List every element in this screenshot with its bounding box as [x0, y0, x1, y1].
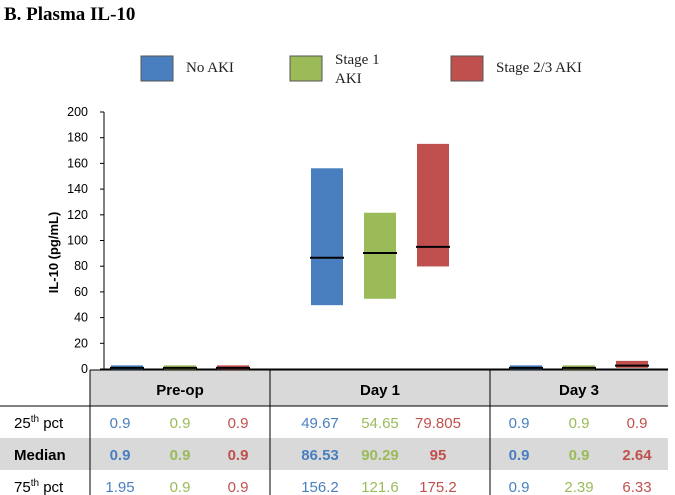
table-cell: 2.64: [622, 447, 652, 464]
group-header: Day 1: [360, 382, 400, 399]
legend-label: Stage 2/3 AKI: [496, 60, 582, 76]
table-cell: 0.9: [627, 415, 648, 432]
table-cell: 1.95: [105, 479, 134, 495]
table-cell: 79.805: [415, 415, 461, 432]
table-cell: 0.9: [569, 415, 590, 432]
iqr-bar: [364, 212, 396, 299]
table-cell: 0.9: [228, 479, 249, 495]
table-cell: 0.9: [170, 415, 191, 432]
data-table: Pre-op Day 1 Day 3 25th pct 0.9 0.9 0.9 49.67 54…: [0, 369, 668, 495]
table-cell: 86.53: [301, 447, 339, 464]
table-cell: 0.9: [509, 415, 530, 432]
table-cell: 0.9: [569, 447, 590, 464]
table-cell: 2.39: [564, 479, 593, 495]
y-tick-label: 180: [67, 131, 88, 145]
iqr-bar: [311, 168, 343, 306]
table-cell: 54.65: [361, 415, 399, 432]
y-tick-label: 140: [67, 182, 88, 196]
y-tick-label: 40: [74, 311, 88, 325]
table-cell: 175.2: [419, 479, 457, 495]
table-cell: 95: [430, 447, 447, 464]
y-tick-label: 160: [67, 156, 88, 170]
table-cell: 0.9: [170, 447, 191, 464]
figure-title: B. Plasma IL-10: [4, 4, 135, 25]
legend-swatch: [450, 55, 484, 82]
legend-swatch: [140, 55, 174, 82]
table-cell: 0.9: [228, 447, 249, 464]
iqr-bar: [417, 143, 449, 267]
table-cell: 0.9: [110, 447, 131, 464]
table-cell: 121.6: [361, 479, 399, 495]
y-axis: 0 20 40 60 80 100 120 140 160 180 200 IL-10 (pg/mL): [46, 105, 668, 376]
y-tick-label: 20: [74, 336, 88, 350]
median-row-bg: [0, 438, 668, 470]
table-cell: 0.9: [509, 479, 530, 495]
y-tick-label: 100: [67, 234, 88, 248]
table-cell: 0.9: [509, 447, 530, 464]
table-header-bg: [90, 370, 668, 406]
table-cell: 90.29: [361, 447, 399, 464]
legend-label: No AKI: [186, 60, 234, 76]
y-tick-label: 60: [74, 285, 88, 299]
iqr-bar: [616, 360, 648, 368]
table-cell: 156.2: [301, 479, 339, 495]
row-label: 75th pct: [14, 478, 64, 495]
group-header: Pre-op: [156, 382, 204, 399]
legend-label: Stage 1: [335, 52, 380, 68]
y-tick-label: 80: [74, 259, 88, 273]
table-cell: 49.67: [301, 415, 339, 432]
row-label: 25th pct: [14, 414, 64, 432]
y-tick-label: 0: [81, 362, 88, 376]
table-cell: 6.33: [622, 479, 651, 495]
table-cell: 0.9: [228, 415, 249, 432]
table-cell: 0.9: [170, 479, 191, 495]
y-tick-label: 120: [67, 208, 88, 222]
y-tick-label: 200: [67, 105, 88, 119]
group-header: Day 3: [559, 382, 599, 399]
y-axis-label: IL-10 (pg/mL): [46, 212, 61, 294]
legend-label: AKI: [335, 71, 362, 87]
row-label: Median: [14, 447, 66, 464]
legend: No AKI Stage 1 AKI Stage 2/3 AKI: [140, 52, 582, 87]
legend-swatch: [289, 55, 323, 82]
plot-area: [110, 143, 649, 370]
table-cell: 0.9: [110, 415, 131, 432]
